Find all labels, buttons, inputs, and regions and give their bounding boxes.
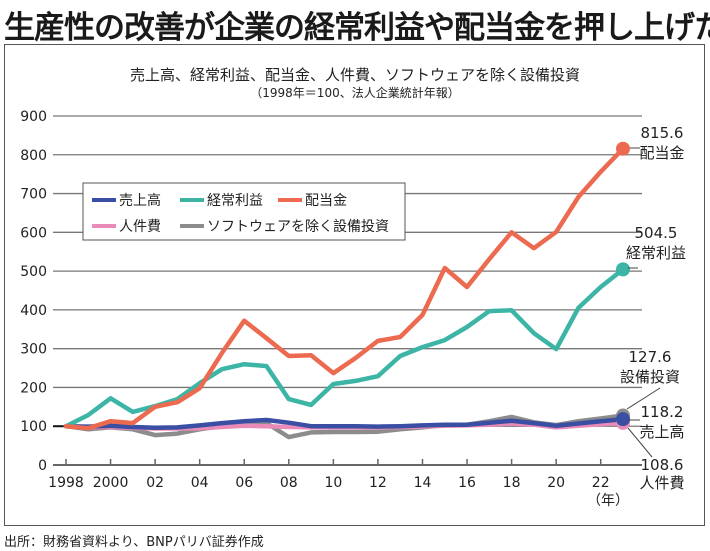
series-line-profit [63, 267, 626, 429]
end-point-sales [616, 412, 630, 427]
y-tick-label: 300 [20, 342, 47, 358]
legend-label: ソフトウェアを除く設備投資 [207, 219, 389, 235]
y-tick-label: 800 [20, 148, 47, 164]
series-line-sales [63, 416, 626, 431]
x-tick-label: 06 [235, 475, 253, 491]
end-annotations: 815.6 配当金 504.5 経常利益 127.6 設備投資 118.2 売上高 108.6人… [620, 124, 686, 492]
x-tick-label: 1998 [48, 475, 84, 491]
y-tick-label: 0 [38, 458, 47, 474]
y-tick-label: 900 [20, 109, 47, 125]
x-axis-unit: （年） [587, 493, 629, 509]
legend-label: 人件費 [119, 219, 161, 235]
x-tick-label: 22 [592, 475, 610, 491]
source-note: 出所：財務省資料より、BNPパリバ証券作成 [4, 535, 264, 550]
series-lines [63, 141, 630, 440]
y-tick-label: 500 [20, 264, 47, 280]
legend-label: 配当金 [305, 193, 347, 209]
end-value-labor: 108.6 [641, 456, 684, 474]
x-tick-label: 12 [369, 475, 387, 491]
headline: 生産性の改善が企業の経常利益や配当金を押し上げた [4, 10, 710, 46]
end-point-dividend [616, 141, 630, 156]
x-axis: 1998 2000 02 04 06 08 10 12 14 16 18 20 22 [48, 459, 610, 491]
legend-label: 経常利益 [207, 193, 263, 209]
end-value-profit: 504.5 [635, 224, 678, 242]
end-point-profit [616, 262, 630, 277]
end-value-capex: 127.6 [629, 348, 672, 366]
chart-frame [4, 44, 705, 526]
x-tick-label: 2000 [93, 475, 129, 491]
y-tick-label: 400 [20, 303, 47, 319]
gridlines [53, 115, 642, 466]
x-tick-label: 20 [547, 475, 565, 491]
end-value-dividend: 815.6 [641, 124, 684, 142]
chart-subtitle: （1998年＝100、法人企業統計年報） [250, 85, 459, 100]
y-axis: 0 100 200 300 400 500 600 700 800 900 [20, 109, 47, 474]
x-tick-label: 08 [280, 475, 298, 491]
x-tick-label: 18 [503, 475, 521, 491]
end-name-capex: 設備投資 [620, 368, 680, 386]
end-name-sales: 売上高 [639, 423, 684, 441]
x-tick-label: 16 [458, 475, 476, 491]
y-tick-label: 100 [20, 419, 47, 435]
y-tick-label: 600 [20, 225, 47, 241]
end-name-profit: 経常利益 [626, 244, 686, 262]
y-tick-label: 200 [20, 380, 47, 396]
series-line-dividend [63, 146, 626, 431]
x-tick-label: 10 [324, 475, 342, 491]
annotation-leader-labor [627, 427, 653, 458]
legend-box [82, 182, 406, 241]
end-name-dividend: 配当金 [639, 144, 684, 162]
y-tick-label: 700 [20, 187, 47, 203]
x-tick-label: 14 [414, 475, 432, 491]
legend-label: 売上高 [119, 192, 161, 209]
x-tick-label: 02 [146, 475, 164, 491]
end-name-labor: 人件費 [639, 474, 684, 492]
end-value-sales: 118.2 [641, 403, 684, 421]
annotation-leader-capex [626, 387, 661, 410]
x-tick-label: 04 [191, 475, 209, 491]
chart-title: 売上高、経常利益、配当金、人件費、ソフトウェアを除く設備投資 [130, 66, 580, 84]
